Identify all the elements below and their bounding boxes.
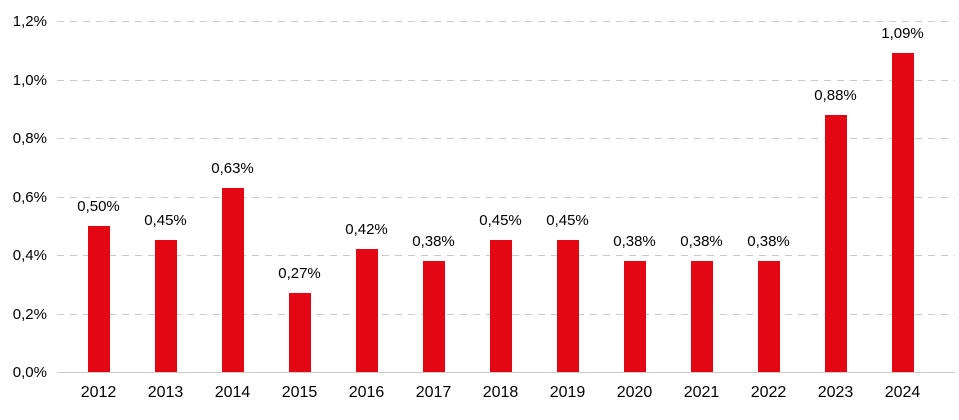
y-axis-tick-label: 0,8% (12, 130, 47, 147)
value-label-2024: 1,09% (881, 25, 924, 43)
x-axis-tick-label-2023: 2023 (817, 384, 854, 401)
value-label-2014: 0,63% (211, 159, 254, 177)
y-axis-tick-label: 0,0% (12, 364, 47, 381)
x-axis-tick-label-2021: 2021 (683, 384, 720, 401)
bar-2024 (891, 53, 914, 372)
bar-2019 (556, 240, 579, 372)
bar-2015 (288, 293, 311, 372)
y-axis-tick-label: 1,0% (12, 71, 47, 89)
bar-2022 (757, 260, 780, 372)
x-axis-line (57, 372, 955, 373)
x-axis-tick-label-2016: 2016 (348, 384, 385, 401)
bar-2020 (623, 260, 646, 372)
gridline-1,2% (57, 21, 955, 22)
value-label-2022: 0,38% (747, 232, 790, 250)
y-axis-tick-label: 0,4% (12, 247, 47, 264)
bar-2012 (87, 225, 110, 372)
y-axis-tick-label: 0,6% (12, 188, 47, 206)
x-axis-tick-label-2018: 2018 (482, 384, 519, 401)
bar-2017 (422, 260, 445, 372)
value-label-2017: 0,38% (412, 232, 455, 250)
bar-2016 (355, 249, 378, 372)
bar-2023 (824, 114, 847, 372)
y-axis-tick-label: 0,2% (12, 305, 47, 323)
value-label-2012: 0,50% (77, 197, 120, 215)
x-axis-tick-label-2014: 2014 (214, 384, 251, 401)
value-label-2018: 0,45% (479, 212, 522, 230)
value-label-2021: 0,38% (680, 232, 723, 250)
x-axis-tick-label-2019: 2019 (549, 384, 586, 401)
x-axis-tick-label-2022: 2022 (750, 384, 787, 401)
gridline-0,8% (57, 138, 955, 139)
gridline-0,6% (57, 196, 955, 198)
bar-2021 (690, 260, 713, 372)
value-label-2023: 0,88% (814, 86, 857, 104)
x-axis-tick-label-2012: 2012 (80, 384, 117, 401)
x-axis-tick-label-2024: 2024 (884, 384, 921, 401)
bar-2013 (154, 240, 177, 372)
value-label-2019: 0,45% (546, 212, 589, 230)
y-axis-tick-label: 1,2% (12, 13, 47, 30)
x-axis-tick-label-2020: 2020 (616, 384, 653, 401)
x-axis-tick-label-2015: 2015 (281, 384, 318, 401)
value-label-2013: 0,45% (144, 212, 187, 230)
x-axis-tick-label-2017: 2017 (415, 384, 452, 401)
value-label-2015: 0,27% (278, 265, 321, 283)
gridline-1,0% (57, 79, 955, 81)
bar-2014 (221, 187, 244, 372)
value-label-2020: 0,38% (613, 232, 656, 250)
value-label-2016: 0,42% (345, 221, 388, 239)
x-axis-tick-label-2013: 2013 (147, 384, 184, 401)
bar-2018 (489, 240, 512, 372)
